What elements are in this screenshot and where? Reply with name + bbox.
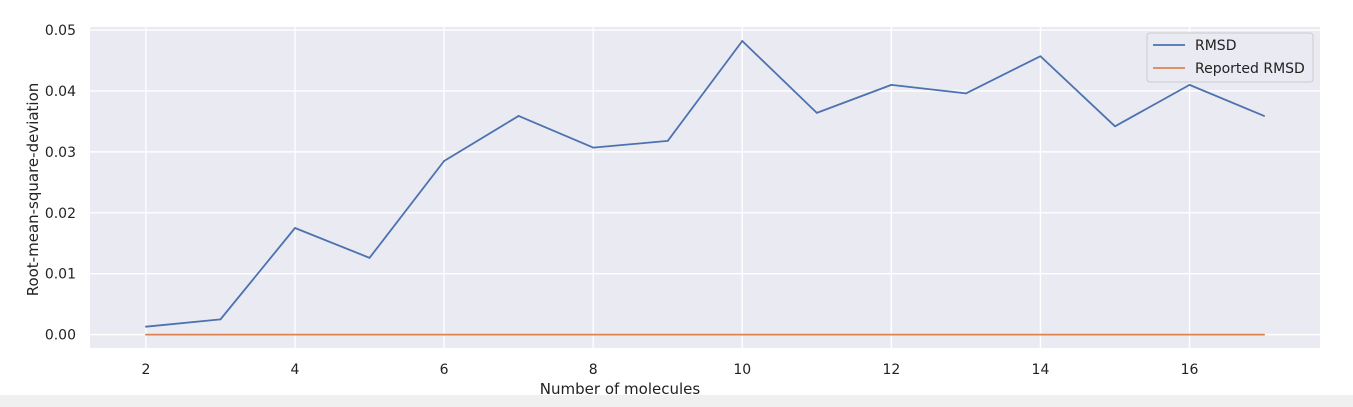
series-1-point [1263, 333, 1265, 336]
x-tick-label: 12 [882, 362, 900, 378]
y-tick-label: 0.03 [45, 145, 76, 161]
series-0-point [517, 115, 520, 117]
series-0-point [1039, 55, 1042, 58]
series-layer [145, 40, 1265, 336]
y-tick-label: 0.05 [45, 23, 76, 39]
series-1-point [1039, 333, 1042, 336]
series-0-point [741, 40, 744, 42]
series-1-point [1114, 333, 1116, 336]
series-1-point [517, 333, 520, 336]
series-1-point [145, 333, 147, 336]
y-axis-label: Root-mean-square-deviation [24, 83, 42, 297]
series-0-point [890, 83, 893, 86]
series-0-point [1263, 115, 1265, 117]
series-0-point [219, 318, 222, 321]
y-tick-label: 0.04 [45, 84, 76, 100]
x-tick-label: 16 [1181, 362, 1199, 378]
series-0-point [1188, 83, 1191, 86]
series-0-point [666, 140, 669, 142]
x-tick-label: 10 [733, 362, 751, 378]
series-1-point [965, 333, 967, 336]
series-1-point [219, 333, 222, 336]
x-tick-label: 14 [1032, 362, 1050, 378]
x-axis-label: Number of molecules [540, 380, 701, 398]
legend-box [1146, 32, 1314, 83]
x-tick-label: 4 [291, 362, 300, 378]
series-1-point [443, 333, 445, 336]
series-1-point [592, 333, 595, 336]
x-tick-label: 6 [440, 362, 449, 378]
y-tick-label: 0.00 [45, 328, 76, 344]
series-0-point [592, 146, 595, 149]
series-1-point [890, 333, 893, 336]
series-1-point [1188, 333, 1191, 336]
y-tick-label: 0.01 [45, 267, 76, 283]
legend-label: Reported RMSD [1195, 61, 1305, 77]
series-0-point [815, 111, 818, 114]
plot-area [90, 27, 1320, 348]
series-0-point [443, 160, 445, 162]
series-1-point [666, 333, 669, 336]
series-1-point [815, 333, 818, 336]
bottom-strip [0, 395, 1353, 407]
series-0-point [294, 227, 296, 229]
series-1-point [368, 333, 371, 336]
series-0-point [145, 325, 147, 328]
legend: RMSD Reported RMSD [1146, 32, 1314, 83]
x-tick-labels: 2 4 6 8 10 12 14 16 [141, 362, 1198, 378]
legend-label: RMSD [1195, 38, 1236, 54]
series-1-point [741, 333, 744, 336]
x-tick-label: 2 [141, 362, 150, 378]
series-0-point [965, 92, 967, 95]
series-1-point [294, 333, 296, 336]
x-tick-label: 8 [589, 362, 598, 378]
y-tick-label: 0.02 [45, 206, 76, 222]
series-line-0 [145, 40, 1265, 328]
series-0-point [1114, 125, 1116, 128]
y-tick-labels: 0.00 0.01 0.02 0.03 0.04 0.05 [45, 23, 76, 344]
series-0-point [368, 256, 371, 259]
